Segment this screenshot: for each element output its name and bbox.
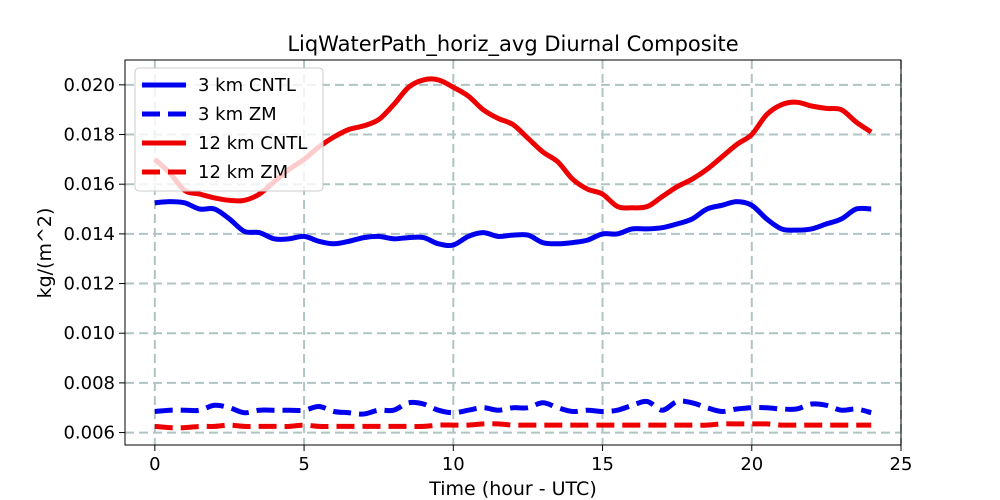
x-axis: 0 5 10 15 20 25 [149, 445, 912, 475]
y-tick-label: 0.008 [63, 373, 115, 394]
legend-label-3-km-zm: 3 km ZM [198, 104, 277, 125]
legend-label-3-km-cntl: 3 km CNTL [198, 75, 296, 96]
y-axis-label: kg/(m^2) [34, 208, 56, 299]
x-tick-label: 20 [740, 454, 763, 475]
x-tick-label: 25 [890, 454, 913, 475]
x-tick-label: 5 [298, 454, 309, 475]
y-tick-label: 0.010 [63, 323, 115, 344]
y-tick-label: 0.006 [63, 423, 115, 444]
x-tick-label: 15 [591, 454, 614, 475]
y-tick-label: 0.014 [63, 224, 115, 245]
legend-label-12-km-zm: 12 km ZM [198, 162, 288, 183]
series-line-3-km-cntl [154, 199, 872, 249]
x-tick-label: 0 [149, 454, 160, 475]
y-tick-label: 0.016 [63, 174, 115, 195]
x-tick-label: 10 [442, 454, 465, 475]
series-line-3-km-zm [154, 398, 872, 417]
y-tick-label: 0.020 [63, 75, 115, 96]
y-axis: 0.006 0.008 0.010 0.012 0.014 0.016 0.018 0.020 [63, 75, 125, 444]
y-tick-label: 0.018 [63, 125, 115, 146]
legend-box [134, 67, 324, 192]
y-tick-label: 0.012 [63, 274, 115, 295]
x-axis-label: Time (hour - UTC) [428, 478, 596, 500]
legend: 3 km CNTL 3 km ZM 12 km CNTL 12 km ZM [134, 67, 324, 192]
legend-label-12-km-cntl: 12 km CNTL [198, 133, 307, 154]
series-line-12-km-zm [154, 421, 872, 431]
chart-title: LiqWaterPath_horiz_avg Diurnal Composite [287, 32, 738, 57]
plot-area [124, 59, 902, 446]
plot-frame [124, 59, 902, 446]
